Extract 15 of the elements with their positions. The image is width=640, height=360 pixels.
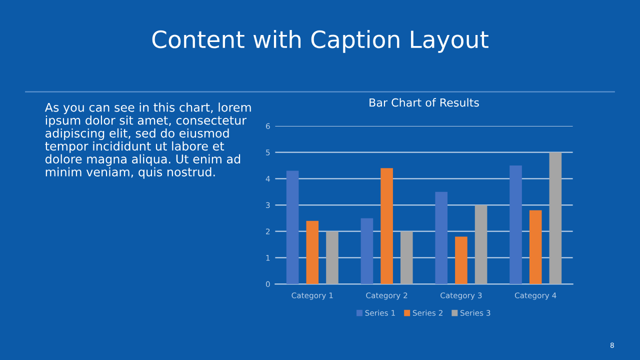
bar bbox=[306, 220, 319, 284]
bar bbox=[360, 218, 374, 284]
bar bbox=[529, 210, 542, 284]
text: As you can see in this chart, lorem ipsum dolor sit amet, consectetur adipiscing elit, sed do eiusmod tempor incididunt ut labore et dolore magna aliqua. Ut enim ad minim veniam, quis nostrud. bbox=[44, 102, 251, 179]
bar bbox=[474, 205, 488, 284]
text: Content with Caption Layout bbox=[152, 30, 488, 53]
chart-title: Bar Chart of Results bbox=[370, 98, 479, 107]
bar bbox=[326, 231, 338, 284]
bar bbox=[435, 192, 448, 284]
bar bbox=[549, 152, 562, 284]
bar bbox=[455, 236, 468, 284]
bar bbox=[400, 231, 413, 284]
bar bbox=[286, 170, 299, 284]
bar bbox=[510, 166, 522, 284]
bar bbox=[380, 168, 393, 284]
